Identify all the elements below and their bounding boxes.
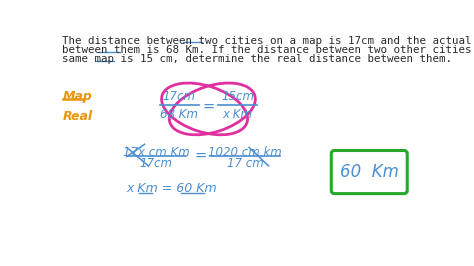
Text: x Km = 60 Km: x Km = 60 Km (126, 182, 217, 195)
Text: between them is 68 Km. If the distance between two other cities on the: between them is 68 Km. If the distance b… (63, 45, 474, 55)
Text: 15cm: 15cm (221, 90, 254, 103)
Text: 1020 cm km: 1020 cm km (209, 146, 282, 159)
Text: 17x cm Km: 17x cm Km (123, 146, 190, 159)
Text: Map: Map (63, 90, 93, 103)
Text: 68 Km: 68 Km (160, 108, 199, 121)
Text: 17 cm: 17 cm (227, 157, 264, 170)
Text: =: = (202, 99, 215, 114)
FancyBboxPatch shape (331, 151, 407, 194)
Text: 60  Km: 60 Km (340, 163, 399, 181)
Text: same map is 15 cm, determine the real distance between them.: same map is 15 cm, determine the real di… (63, 54, 452, 64)
Text: =: = (195, 148, 207, 163)
Text: The distance between two cities on a map is 17cm and the actual  distance: The distance between two cities on a map… (63, 36, 474, 46)
Text: x Km: x Km (222, 108, 253, 121)
Text: 17cm: 17cm (163, 90, 196, 103)
Text: Real: Real (63, 110, 93, 123)
Text: 17cm: 17cm (140, 157, 173, 170)
